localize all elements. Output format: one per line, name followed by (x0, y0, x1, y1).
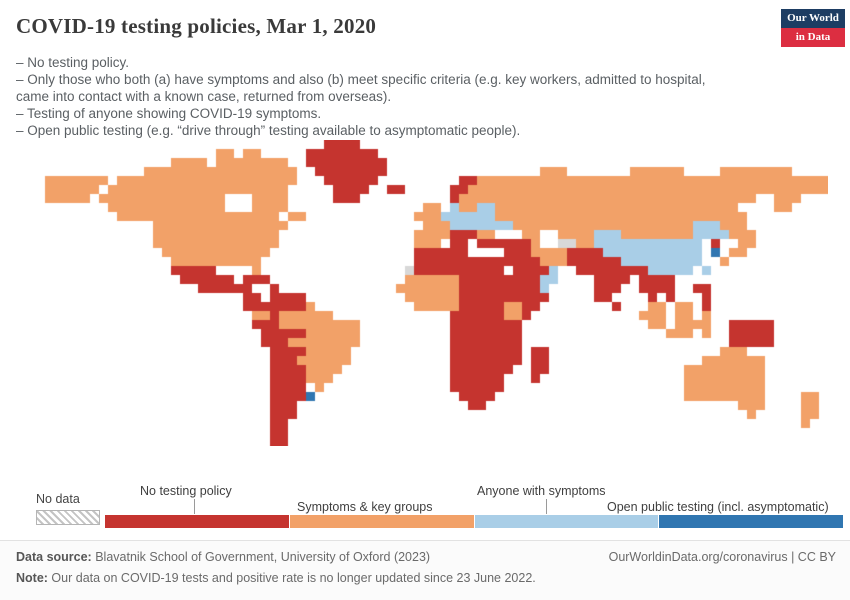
data-source-label: Data source: (16, 550, 92, 564)
note-label: Note: (16, 571, 48, 585)
legend-no-data-label: No data (36, 492, 80, 506)
legend-label-anyone-with-symptoms: Anyone with symptoms (477, 484, 606, 498)
footer (0, 540, 850, 600)
subtitle-line-open-testing: – Open public testing (e.g. “drive throu… (16, 123, 521, 138)
legend-segment-2[interactable] (474, 515, 659, 528)
subtitle-line-anyone-symptoms: – Testing of anyone showing COVID-19 sym… (16, 106, 322, 121)
subtitle-list: – No testing policy. – Only those who bo… (16, 54, 720, 139)
legend-tick-no-testing-policy (194, 499, 195, 514)
owid-logo-line-2: in Data (781, 28, 845, 47)
note-line: Note: Our data on COVID-19 tests and pos… (16, 571, 536, 585)
legend-segment-3[interactable] (659, 515, 843, 528)
world-choropleth-map[interactable] (36, 140, 828, 446)
legend-segment-0[interactable] (105, 515, 289, 528)
legend-label-no-testing-policy: No testing policy (140, 484, 232, 498)
legend-bar (105, 515, 843, 528)
legend-label-open-public-testing: Open public testing (incl. asymptomatic) (607, 500, 829, 514)
legend-label-symptoms-key-groups: Symptoms & key groups (297, 500, 433, 514)
legend-tick-anyone-with-symptoms (546, 499, 547, 514)
data-source-text: Blavatnik School of Government, Universi… (91, 550, 431, 564)
note-text: Our data on COVID-19 tests and positive … (47, 571, 536, 585)
page-title: COVID-19 testing policies, Mar 1, 2020 (16, 14, 377, 38)
legend-segment-1[interactable] (289, 515, 474, 528)
legend-no-data-swatch[interactable] (36, 510, 100, 525)
subtitle-line-key-groups: – Only those who both (a) have symptoms … (16, 72, 706, 104)
data-source-line: Data source: Blavatnik School of Governm… (16, 550, 430, 564)
owid-logo: Our World in Data (781, 9, 845, 47)
owid-logo-line-1: Our World (787, 12, 839, 24)
subtitle-line-no-testing: – No testing policy. (16, 55, 130, 70)
footer-link: OurWorldinData.org/coronavirus | CC BY (608, 550, 836, 564)
